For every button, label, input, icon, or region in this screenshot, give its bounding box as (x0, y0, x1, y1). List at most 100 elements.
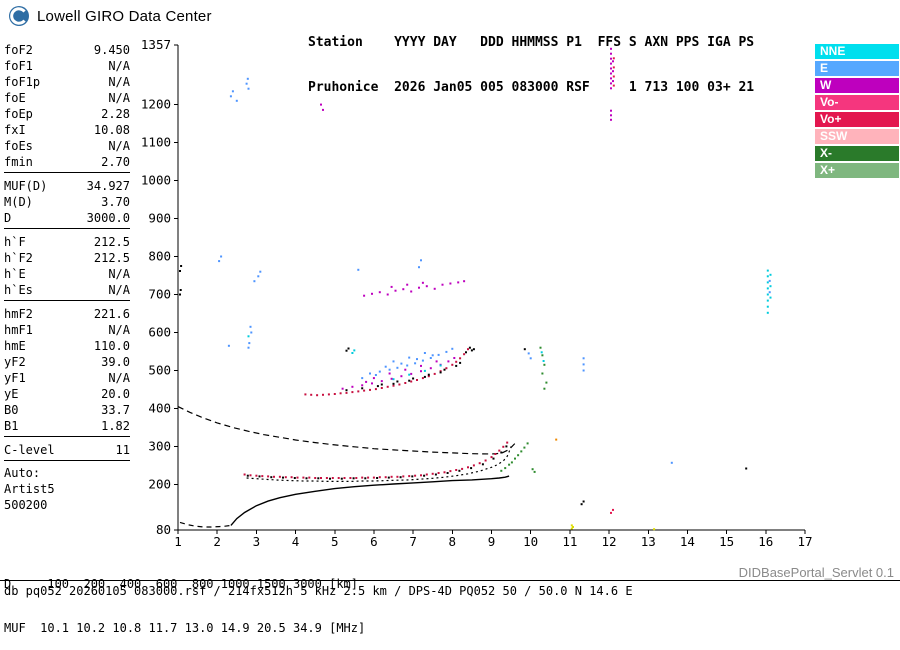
param-hf2: h`F2 212.5 (4, 250, 130, 266)
param-label: foEp (4, 107, 33, 121)
series-noise-red (610, 57, 615, 514)
x-tick-label: 8 (449, 534, 457, 549)
y-tick-label: 800 (148, 249, 171, 264)
station-header: Station YYYY DAY DDD HHMMSS P1 FFS S AXN… (308, 5, 754, 110)
param-value: N/A (108, 371, 130, 385)
series-second-hop-magenta (341, 357, 456, 390)
x-tick-label: 13 (641, 534, 656, 549)
series-artist-fitted-trace (246, 446, 512, 482)
series-f-trace-black (246, 445, 508, 480)
param-md: M(D) 3.70 (4, 194, 130, 210)
param-label: hmE (4, 339, 26, 353)
param-value: 9.450 (93, 43, 130, 57)
series-noise-blue (218, 77, 771, 464)
param-value: 2.70 (101, 155, 130, 169)
param-value: 212.5 (93, 251, 130, 265)
param-label: C-level (4, 443, 55, 457)
series-f-trace-o-mode-vo-plus (243, 441, 509, 479)
param-label: yF2 (4, 355, 26, 369)
param-label: foEs (4, 139, 33, 153)
param-label: fxI (4, 123, 26, 137)
param-value: N/A (108, 59, 130, 73)
x-tick-label: 14 (680, 534, 695, 549)
series-noise-orange (555, 438, 558, 441)
param-value: N/A (108, 91, 130, 105)
param-label: MUF(D) (4, 179, 48, 193)
station-header-columns: Station YYYY DAY DDD HHMMSS P1 FFS S AXN… (308, 35, 755, 50)
series-noise-cyan (247, 269, 772, 362)
param-fof2: foF2 9.450 (4, 42, 130, 58)
param-fmin: fmin 2.70 (4, 154, 130, 170)
legend-item-e: E (815, 61, 899, 76)
x-tick-label: 5 (331, 534, 339, 549)
param-label: B1 (4, 419, 19, 433)
param-value: 212.5 (93, 235, 130, 249)
y-tick-label: 1100 (141, 135, 171, 150)
param-b1: B1 1.82 (4, 418, 130, 434)
x-tick-label: 3 (253, 534, 261, 549)
series-x-trace-green (500, 442, 529, 472)
autoscaling-info-line: Artist5 (4, 482, 55, 496)
param-value: 11 (115, 443, 130, 457)
param-label: yE (4, 387, 19, 401)
brand-title: Lowell GIRO Data Center (37, 7, 212, 25)
param-hes: h`Es N/A (4, 282, 130, 298)
param-label: h`F (4, 235, 26, 249)
param-value: 20.0 (101, 387, 130, 401)
y-tick-label: 600 (148, 325, 171, 340)
legend-item-w: W (815, 78, 899, 93)
parameter-panel: foF2 9.450 foF1 N/A foF1p N/A foE N/A foEp 2.28 fx… (4, 41, 130, 513)
param-label: yF1 (4, 371, 26, 385)
param-mufd: MUF(D) 34.927 (4, 178, 130, 194)
series-muf-transmission-curve (177, 406, 516, 455)
param-label: h`E (4, 267, 26, 281)
param-d: D 3000.0 (4, 210, 130, 226)
y-tick-label: 700 (148, 287, 171, 302)
param-fxi: fxI 10.08 (4, 122, 130, 138)
x-tick-label: 2 (213, 534, 221, 549)
y-tick-label: 200 (148, 476, 171, 491)
param-group: C-level 11 (4, 441, 130, 461)
param-group: hmF2 221.6 hmF1 N/A hmE 110.0 yF2 39.0 yF1 N/A yE 2… (4, 305, 130, 437)
x-tick-label: 6 (370, 534, 378, 549)
x-tick-label: 15 (719, 534, 734, 549)
legend-item-ssw: SSW (815, 129, 899, 144)
param-value: 10.08 (93, 123, 130, 137)
y-tick-label: 1357 (141, 37, 171, 52)
series-noise-green (531, 346, 548, 473)
param-value: 3.70 (101, 195, 130, 209)
lowell-logo-icon (9, 6, 29, 26)
x-tick-label: 16 (758, 534, 773, 549)
x-tick-label: 12 (602, 534, 617, 549)
d-muf-table: D 100 200 400 600 800 1000 1500 3000 [km… (4, 548, 365, 650)
series-noise-magenta (320, 47, 614, 297)
param-group: MUF(D) 34.927 M(D) 3.70 D 3000.0 (4, 177, 130, 229)
param-yf2: yF2 39.0 (4, 354, 130, 370)
param-value: 1.82 (101, 419, 130, 433)
param-label: foE (4, 91, 26, 105)
param-hmf1: hmF1 N/A (4, 322, 130, 338)
param-value: 33.7 (101, 403, 130, 417)
param-clevel: C-level 11 (4, 442, 130, 458)
param-label: B0 (4, 403, 19, 417)
param-value: N/A (108, 323, 130, 337)
param-yf1: yF1 N/A (4, 370, 130, 386)
param-foep: foEp 2.28 (4, 106, 130, 122)
param-label: foF2 (4, 43, 33, 57)
param-hmf2: hmF2 221.6 (4, 306, 130, 322)
series-second-hop-black (345, 346, 475, 392)
x-tick-label: 1 (174, 534, 182, 549)
y-tick-label: 80 (156, 522, 171, 537)
autoscaling-info-line: Auto: (4, 466, 41, 480)
param-label: foF1 (4, 59, 33, 73)
param-hf: h`F 212.5 (4, 234, 130, 250)
series-noise-black (179, 265, 748, 506)
param-value: 34.927 (86, 179, 130, 193)
y-tick-label: 500 (148, 362, 171, 377)
param-fof1: foF1 N/A (4, 58, 130, 74)
x-tick-label: 4 (292, 534, 300, 549)
param-value: N/A (108, 139, 130, 153)
param-value: 39.0 (101, 355, 130, 369)
footer-divider (0, 580, 900, 581)
y-tick-label: 400 (148, 400, 171, 415)
